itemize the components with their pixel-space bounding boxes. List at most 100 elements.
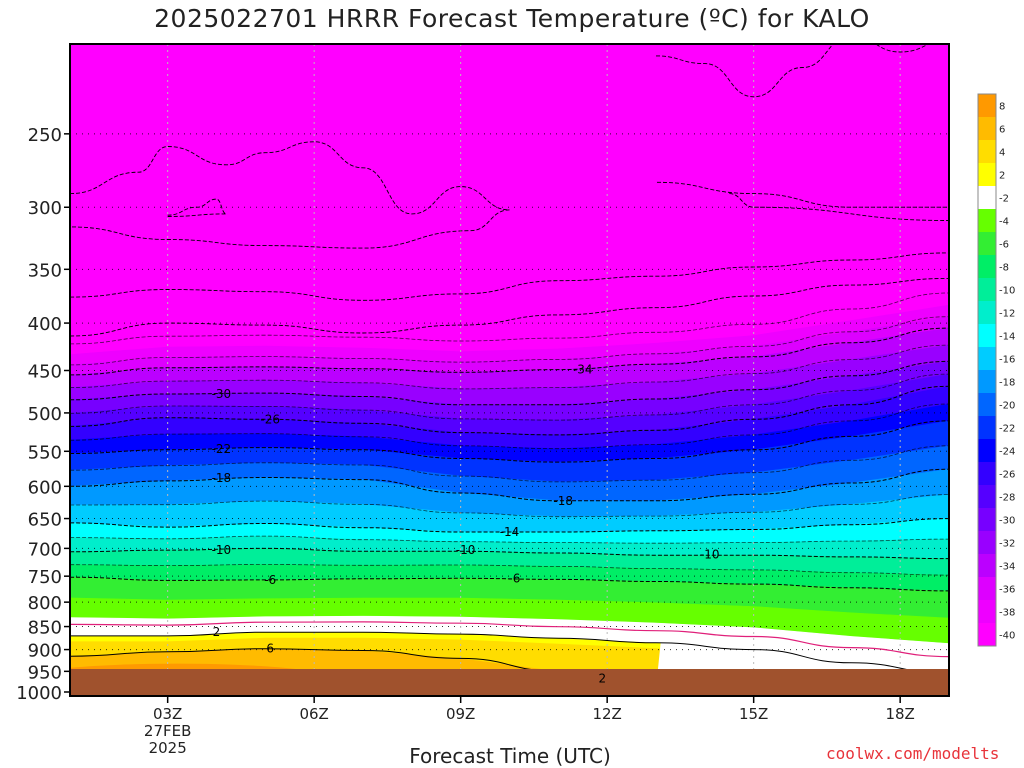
plot-area: -34 -30 -26 -22 -18 -18 -14 -10 -10 -10 -6 -6 2 6 2 [70, 44, 949, 696]
colorbar-swatch [978, 163, 996, 187]
colorbar-swatch [978, 393, 996, 417]
isotherm--6 [70, 576, 949, 592]
chart-title: 2025022701 HRRR Forecast Temperature (ºC… [154, 4, 870, 33]
contour-label: 2 [213, 625, 221, 639]
colorbar-label: -34 [999, 562, 1015, 573]
isotherm-minor [70, 564, 949, 576]
colorbar-swatch [978, 439, 996, 463]
contour-label: -6 [508, 571, 520, 585]
isotherm--10 [70, 547, 949, 560]
colorbar-label: -2 [999, 194, 1009, 205]
colorbar-label: -16 [999, 355, 1015, 366]
upper-isotherm [729, 193, 949, 221]
colorbar-label: -40 [999, 631, 1015, 642]
y-tick-label: 950 [28, 662, 62, 683]
colorbar-label: -8 [999, 263, 1009, 274]
isotherm-minor [70, 292, 949, 345]
y-tick-label: 900 [28, 641, 62, 662]
isotherm-minor [70, 316, 949, 366]
ground-fill [70, 669, 949, 696]
colorbar-swatch [978, 255, 996, 279]
contour-label: -10 [212, 543, 232, 557]
isotherm--34 [70, 327, 949, 376]
colorbar-swatch [978, 577, 996, 601]
x-tick-label: 03Z [153, 705, 182, 723]
x-tick-label: 18Z [885, 705, 914, 723]
colorbar-label: -22 [999, 424, 1015, 435]
colorbar-swatch [978, 301, 996, 325]
colorbar-swatch [978, 508, 996, 532]
colorbar-label: 6 [999, 125, 1005, 136]
isotherm-minor [70, 494, 949, 518]
colorbar-swatch [978, 370, 996, 394]
y-tick-label: 700 [28, 539, 62, 560]
x-axis-label: Forecast Time (UTC) [409, 744, 611, 768]
grid-lines [70, 44, 949, 696]
y-tick-label: 800 [28, 593, 62, 614]
upper-isotherm [70, 277, 949, 337]
x-tick-label: 12Z [592, 705, 621, 723]
x-tick-label: 09Z [446, 705, 475, 723]
colorbar-label: -10 [999, 286, 1015, 297]
contour-label: -10 [700, 548, 720, 562]
isotherm--22 [70, 420, 949, 463]
colorbar-swatch [978, 554, 996, 578]
colorbar-label: -26 [999, 470, 1015, 481]
x-tick-date-year: 2025 [149, 739, 187, 757]
contour-label: -6 [264, 573, 276, 587]
upper-isotherm [70, 141, 510, 249]
colorbar-swatch [978, 94, 996, 118]
colorbar-swatch [978, 232, 996, 256]
contour-label: -26 [260, 412, 280, 426]
y-tick-label: 250 [28, 125, 62, 146]
isotherm-minor [70, 445, 949, 483]
contour-label: -22 [212, 442, 232, 456]
colorbar-swatch [978, 278, 996, 302]
colorbar-label: -18 [999, 378, 1015, 389]
colorbar-swatch [978, 462, 996, 486]
colorbar: 8 6 4 2 -2 -4 -6 -8 -10 -12 -14 -16 -18 -20 -22 -24 -26 -… [977, 93, 1015, 647]
isotherm-minor [70, 373, 949, 421]
y-axis: 2503003504004505005506006507007508008509… [16, 125, 70, 704]
colorbar-label: -24 [999, 447, 1015, 458]
colorbar-swatch [978, 623, 996, 647]
y-tick-label: 1000 [16, 683, 62, 704]
isotherm-2 [70, 631, 949, 674]
contour-lines [70, 292, 949, 674]
colorbar-label: -28 [999, 493, 1015, 504]
y-tick-label: 550 [28, 442, 62, 463]
y-tick-label: 400 [28, 314, 62, 335]
colorbar-label: -32 [999, 539, 1015, 550]
y-tick-label: 850 [28, 618, 62, 639]
colorbar-swatch [978, 117, 996, 141]
temperature-bands [70, 44, 949, 696]
colorbar-label: -4 [999, 217, 1009, 228]
upper-contours [70, 44, 949, 337]
credit-link[interactable]: coolwx.com/modelts [826, 744, 1000, 763]
isotherm-minor [70, 535, 949, 544]
isotherm--30 [70, 360, 949, 406]
contour-label: 2 [598, 671, 606, 685]
y-tick-label: 600 [28, 477, 62, 498]
y-tick-label: 500 [28, 404, 62, 425]
colorbar-label: -38 [999, 608, 1015, 619]
y-tick-label: 750 [28, 567, 62, 588]
y-tick-label: 450 [28, 361, 62, 382]
contour-label: -10 [456, 543, 476, 557]
colorbar-label: -14 [999, 332, 1015, 343]
y-tick-label: 350 [28, 260, 62, 281]
contour-label: -18 [553, 494, 573, 508]
colorbar-label: 8 [999, 102, 1005, 113]
contour-label: -34 [573, 363, 593, 377]
colorbar-label: 2 [999, 171, 1005, 182]
colorbar-label: -30 [999, 516, 1015, 527]
contour-label: -30 [212, 387, 232, 401]
colorbar-swatch [978, 324, 996, 348]
colorbar-swatch [978, 209, 996, 233]
colorbar-frame [977, 93, 997, 647]
colorbar-swatch [978, 347, 996, 371]
colorbar-swatch [978, 600, 996, 624]
contour-labels: -34 -30 -26 -22 -18 -18 -14 -10 -10 -10 -6 -6 2 6 2 [212, 363, 720, 686]
